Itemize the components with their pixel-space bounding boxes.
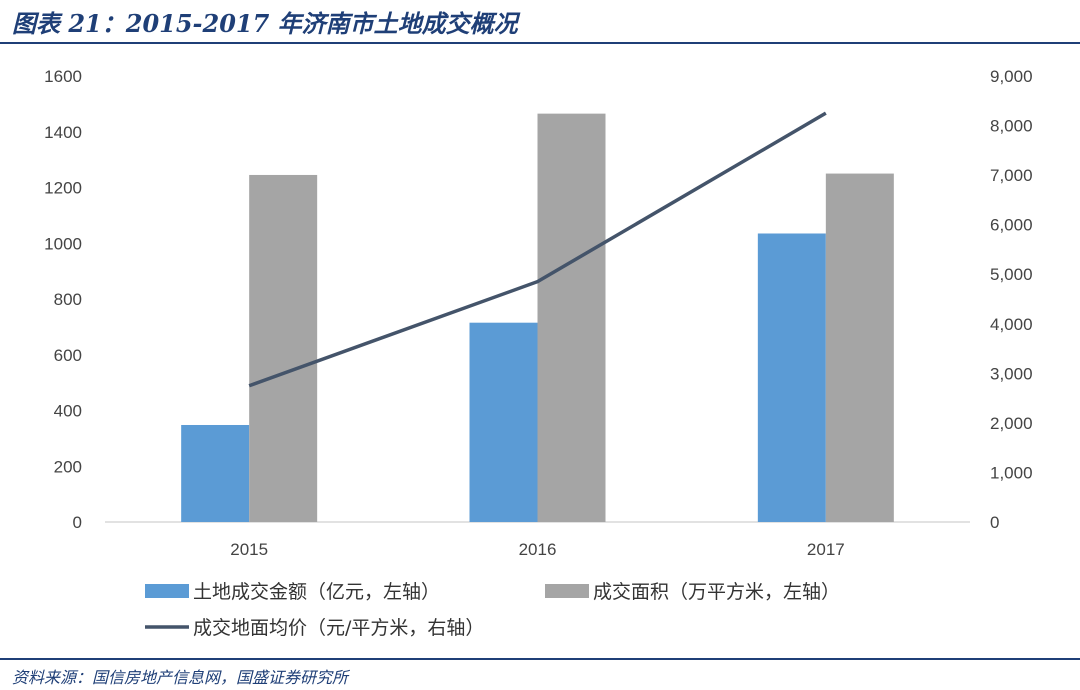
land-transaction-chart: 0 200 400 600 800 1000 1200 1400 1600 0 1,000 2,000… (44, 67, 1033, 639)
header: 图表 21：2015-2017 年济南市土地成交概况 (0, 0, 1080, 44)
land-amount-bar (181, 424, 250, 522)
legend-label: 成交面积（万平方米，左轴） (593, 581, 840, 603)
land-amount-bar (469, 322, 538, 522)
y-left-tick-label: 0 (73, 513, 82, 532)
y-left-tick-label: 200 (54, 457, 82, 476)
legend-label: 土地成交金额（亿元，左轴） (193, 581, 440, 603)
legend-label: 成交地面均价（元/平方米，右轴） (193, 617, 484, 639)
chart-title: 图表 21：2015-2017 年济南市土地成交概况 (12, 9, 518, 38)
x-tick-label: 2017 (807, 540, 845, 559)
y-right-tick-label: 8,000 (990, 117, 1033, 136)
title-divider (0, 42, 1080, 44)
y-left-tick-label: 400 (54, 402, 82, 421)
avg-price-line (248, 111, 827, 388)
y-left-tick-label: 1000 (44, 234, 82, 253)
y-left-tick-label: 1400 (44, 123, 82, 142)
y-right-tick-label: 6,000 (990, 216, 1033, 235)
y-right-tick-label: 7,000 (990, 166, 1033, 185)
x-tick-label: 2016 (519, 540, 557, 559)
legend-swatch (545, 584, 589, 598)
y-right-tick-label: 4,000 (990, 315, 1033, 334)
y-left-tick-label: 800 (54, 290, 82, 309)
y-right-tick-label: 2,000 (990, 414, 1033, 433)
area-bar (249, 174, 318, 523)
y-right-tick-label: 3,000 (990, 364, 1033, 383)
y-left-tick-label: 1200 (44, 179, 82, 198)
y-left-tick-label: 1600 (44, 67, 82, 86)
legend-swatch (145, 584, 189, 598)
y-right-tick-label: 0 (990, 513, 999, 532)
area-bar (825, 173, 894, 522)
y-right-tick-label: 1,000 (990, 463, 1033, 482)
land-amount-bar (757, 233, 826, 522)
y-right-tick-label: 5,000 (990, 265, 1033, 284)
y-left-tick-label: 600 (54, 346, 82, 365)
x-tick-label: 2015 (230, 540, 268, 559)
source-note: 资料来源：国信房地产信息网，国盛证券研究所 (12, 668, 349, 687)
y-right-tick-label: 9,000 (990, 67, 1033, 86)
footer-divider (0, 658, 1080, 660)
area-bar (537, 113, 606, 522)
